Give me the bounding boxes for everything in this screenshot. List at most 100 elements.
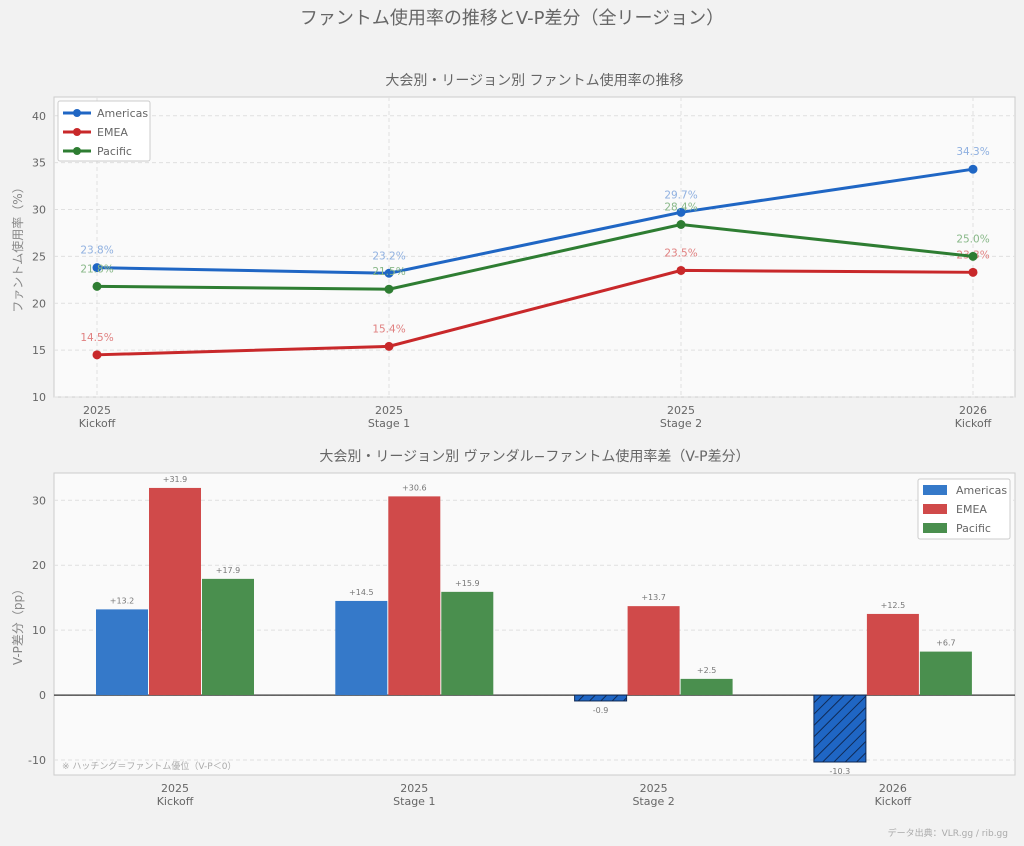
- data-label: 14.5%: [80, 332, 113, 344]
- data-label: 23.5%: [664, 247, 697, 259]
- data-label: +15.9: [455, 579, 480, 588]
- data-label: 21.8%: [80, 263, 113, 275]
- y-tick-label: 15: [32, 344, 46, 357]
- data-point: [92, 263, 102, 273]
- data-label: +12.5: [881, 601, 906, 610]
- y-tick-label: 30: [32, 204, 46, 217]
- y-tick-label: 40: [32, 110, 46, 123]
- data-label: +13.2: [110, 596, 135, 605]
- data-point: [676, 220, 686, 229]
- data-point: [92, 350, 102, 360]
- bar-pacific: [919, 651, 972, 696]
- data-label: +2.5: [697, 666, 716, 675]
- x-tick-label: 2025: [83, 404, 111, 417]
- data-label: +31.9: [163, 475, 188, 484]
- data-label: 23.8%: [80, 245, 113, 257]
- legend-label: EMEA: [956, 503, 987, 516]
- legend-marker: [73, 128, 81, 136]
- x-tick-label: 2026: [959, 404, 987, 417]
- data-point: [968, 164, 978, 174]
- data-label: 29.7%: [664, 189, 697, 201]
- data-label: 25.0%: [956, 233, 989, 245]
- x-tick-label: 2025: [667, 404, 695, 417]
- data-point: [968, 267, 978, 277]
- y-tick-label: 20: [32, 559, 46, 572]
- data-label: +6.7: [936, 639, 955, 648]
- y-tick-label: 25: [32, 250, 46, 263]
- bar-emea: [388, 496, 441, 696]
- data-label: 21.5%: [372, 266, 405, 278]
- legend-marker: [73, 109, 81, 117]
- legend-label: EMEA: [97, 126, 128, 139]
- x-tick-label: Kickoff: [955, 417, 992, 430]
- legend: [57, 100, 151, 162]
- data-point: [968, 251, 978, 261]
- bar-emea: [149, 487, 201, 696]
- bar-pacific: [202, 578, 254, 696]
- bar-americas: [96, 609, 148, 696]
- data-label: +30.6: [402, 483, 427, 492]
- hatching-note: ※ ハッチング＝ファントム優位（V-P＜0）: [62, 760, 236, 772]
- bar-emea: [866, 613, 919, 696]
- x-tick-label: Kickoff: [79, 417, 116, 430]
- data-label: +13.7: [641, 593, 666, 602]
- y-axis-label: ファントム使用率（%）: [10, 181, 25, 312]
- legend-swatch: [923, 485, 947, 495]
- data-label: -10.3: [830, 767, 851, 776]
- y-tick-label: 0: [39, 689, 46, 702]
- bar-americas: [574, 694, 628, 702]
- y-tick-label: 30: [32, 494, 46, 507]
- series-line-emea: [96, 268, 974, 357]
- source-note: データ出典：VLR.gg / rib.gg: [888, 827, 1008, 839]
- x-tick-label: 2025: [161, 782, 189, 795]
- legend-swatch: [923, 523, 947, 533]
- bar-emea: [627, 606, 680, 696]
- data-label: 23.2%: [372, 250, 405, 262]
- series-line-americas: [96, 167, 974, 275]
- data-point: [384, 268, 394, 278]
- legend-label: Americas: [956, 484, 1007, 497]
- x-tick-label: Stage 1: [368, 417, 410, 430]
- x-tick-label: Stage 2: [632, 795, 674, 808]
- x-tick-label: 2026: [879, 782, 907, 795]
- data-label: -0.9: [593, 706, 609, 715]
- x-tick-label: 2025: [375, 404, 403, 417]
- bar-pacific: [680, 678, 733, 696]
- legend-label: Pacific: [956, 522, 991, 535]
- series-line-pacific: [96, 222, 974, 291]
- bar-americas: [335, 600, 388, 696]
- y-tick-label: 10: [32, 624, 46, 637]
- bar-americas: [813, 694, 867, 763]
- plot-area: [53, 96, 1016, 398]
- legend-marker: [73, 147, 81, 155]
- x-tick-label: 2025: [400, 782, 428, 795]
- x-tick-label: 2025: [640, 782, 668, 795]
- chart-title: 大会別・リージョン別 ファントム使用率の推移: [385, 72, 683, 89]
- bar-pacific: [441, 591, 494, 696]
- legend-label: Americas: [97, 107, 148, 120]
- data-point: [92, 281, 102, 291]
- y-tick-label: 20: [32, 297, 46, 310]
- data-point: [676, 207, 686, 217]
- figure-title: ファントム使用率の推移とV-P差分（全リージョン）: [300, 8, 724, 29]
- data-label: 15.4%: [372, 323, 405, 335]
- data-label: 34.3%: [956, 146, 989, 158]
- y-tick-label: -10: [28, 754, 46, 767]
- legend-label: Pacific: [97, 145, 132, 158]
- legend-swatch: [923, 504, 947, 514]
- x-tick-label: Kickoff: [157, 795, 194, 808]
- y-tick-label: 35: [32, 157, 46, 170]
- data-label: +14.5: [349, 588, 374, 597]
- data-label: +17.9: [216, 566, 241, 575]
- x-tick-label: Stage 1: [393, 795, 435, 808]
- data-point: [384, 284, 394, 294]
- data-label: 28.4%: [664, 202, 697, 214]
- x-tick-label: Stage 2: [660, 417, 702, 430]
- x-tick-label: Kickoff: [875, 795, 912, 808]
- y-tick-label: 10: [32, 391, 46, 404]
- data-point: [676, 265, 686, 275]
- y-axis-label: V-P差分（pp）: [11, 583, 25, 665]
- chart-title: 大会別・リージョン別 ヴァンダル−ファントム使用率差（V-P差分）: [319, 448, 749, 465]
